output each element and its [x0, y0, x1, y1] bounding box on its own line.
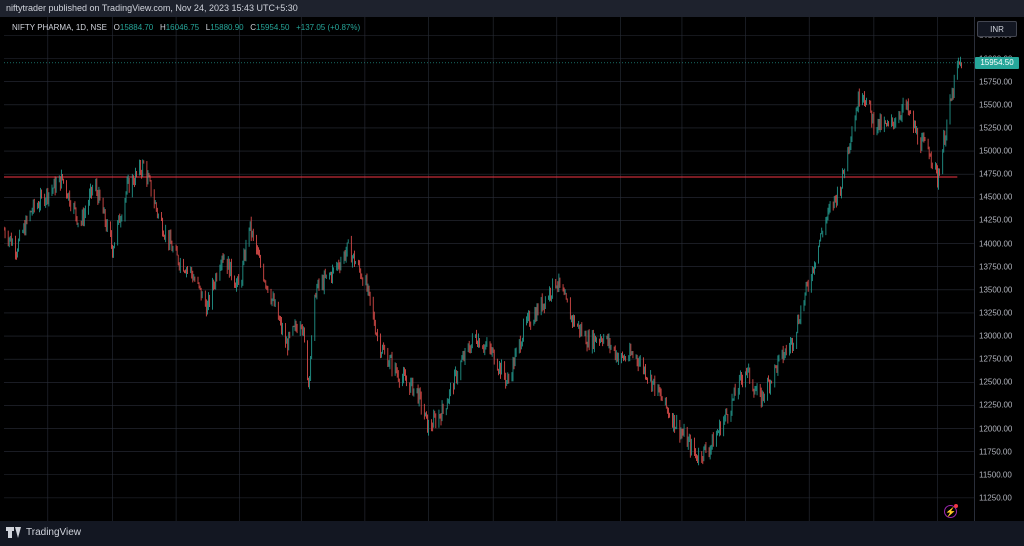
alert-dot	[954, 504, 958, 508]
y-tick-label: 13250.00	[979, 308, 1013, 318]
symbol-label: NIFTY PHARMA, 1D, NSE	[12, 23, 107, 32]
publisher-text: niftytrader published on TradingView.com…	[6, 3, 298, 13]
chart-plot-area[interactable]: NIFTY PHARMA, 1D, NSE O15884.70 H16046.7…	[4, 17, 974, 521]
low-label: L	[205, 23, 211, 32]
y-tick-label: 12250.00	[979, 400, 1013, 410]
y-tick-label: 14750.00	[979, 169, 1013, 179]
y-tick-label: 13000.00	[979, 331, 1013, 341]
y-tick-label: 11750.00	[979, 447, 1012, 457]
y-tick-label: 15500.00	[979, 100, 1013, 110]
y-tick-label: 13500.00	[979, 285, 1013, 295]
lightning-icon[interactable]: ⚡	[944, 504, 958, 518]
y-tick-label: 15000.00	[979, 146, 1013, 156]
close-label: C	[250, 23, 257, 32]
footer-bar: TradingView	[0, 521, 1024, 546]
close-value: 15954.50	[256, 23, 290, 32]
brand-link[interactable]: TradingView	[6, 527, 81, 538]
open-label: O	[113, 23, 120, 32]
currency-button[interactable]: INR	[977, 21, 1017, 37]
change-value: +137.05 (+0.87%)	[296, 23, 361, 32]
y-tick-label: 12000.00	[979, 424, 1013, 434]
brand-name: TradingView	[26, 527, 82, 538]
high-label: H	[159, 23, 166, 32]
y-tick-label: 15250.00	[979, 123, 1013, 133]
last-price-tag: 15954.50	[975, 56, 1019, 69]
y-tick-label: 12500.00	[979, 377, 1013, 387]
y-tick-label: 14500.00	[979, 192, 1013, 202]
price-chart[interactable]	[4, 17, 974, 521]
low-value: 15880.90	[210, 23, 244, 32]
y-tick-label: 13750.00	[979, 262, 1013, 272]
price-axis[interactable]: 16250.0016000.0015750.0015500.0015250.00…	[974, 17, 1024, 521]
y-tick-label: 11250.00	[979, 493, 1012, 503]
chart-frame: NIFTY PHARMA, 1D, NSE O15884.70 H16046.7…	[0, 17, 1024, 535]
y-tick-label: 11500.00	[979, 470, 1012, 480]
price-bars	[4, 56, 962, 466]
tradingview-logo-icon	[6, 527, 22, 538]
y-tick-label: 14250.00	[979, 215, 1013, 225]
y-tick-label: 14000.00	[979, 239, 1013, 249]
high-value: 16046.75	[165, 23, 200, 32]
y-tick-label: 12750.00	[979, 354, 1013, 364]
ohlc-legend: NIFTY PHARMA, 1D, NSE O15884.70 H16046.7…	[12, 23, 360, 32]
open-value: 15884.70	[119, 23, 154, 32]
y-tick-label: 15750.00	[979, 77, 1013, 87]
publisher-header: niftytrader published on TradingView.com…	[0, 0, 1024, 17]
